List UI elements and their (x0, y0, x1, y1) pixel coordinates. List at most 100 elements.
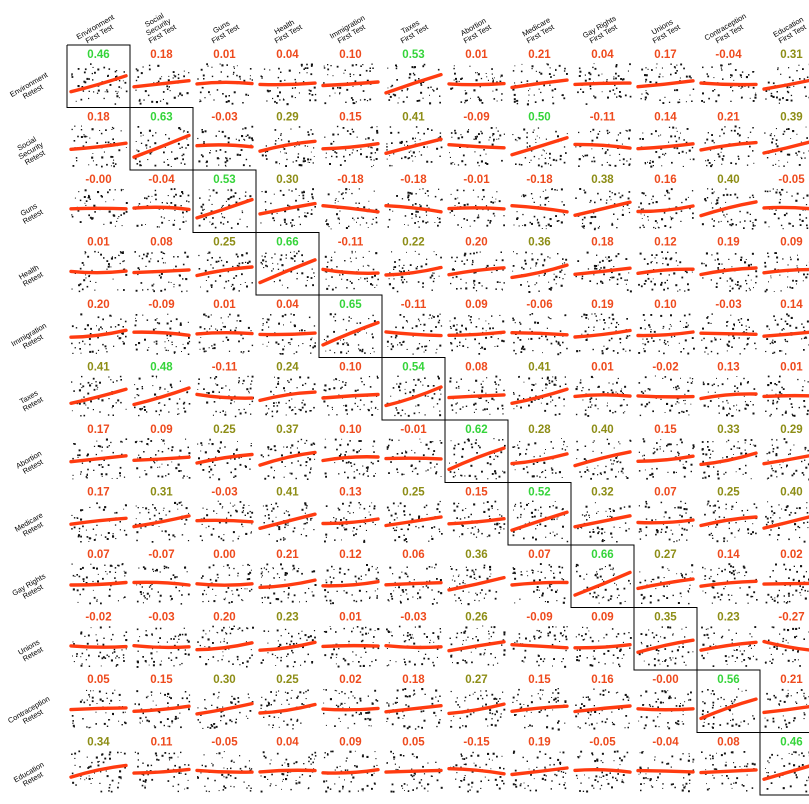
scatter-point (342, 460, 344, 462)
scatter-point (351, 252, 353, 254)
scatter-point (711, 66, 713, 68)
scatter-point (108, 398, 110, 400)
scatter-point (363, 206, 366, 209)
scatter-point (346, 344, 349, 346)
scatter-point (656, 442, 658, 444)
matrix-cell: 0.12 (636, 237, 695, 292)
scatter-point (89, 333, 92, 335)
scatter-point (607, 402, 608, 404)
scatter-point (644, 328, 646, 330)
scatter-point (119, 262, 121, 265)
scatter-point (275, 161, 278, 164)
scatter-point (476, 135, 478, 138)
scatter-point (183, 130, 185, 132)
row-label: TaxesRetest (17, 387, 45, 413)
scatter-point (535, 395, 537, 397)
scatter-point (554, 405, 557, 407)
matrix-cell: 0.50 (510, 112, 569, 168)
correlation-label: -0.04 (715, 49, 742, 61)
scatter-point (313, 147, 315, 149)
scatter-point (325, 157, 327, 159)
scatter-point (490, 336, 493, 338)
scatter-point (548, 201, 550, 202)
scatter-point (343, 339, 345, 341)
scatter-point (622, 472, 624, 474)
scatter-point (224, 151, 227, 153)
scatter-point (686, 128, 689, 130)
column-label: TaxesFirst Test (395, 15, 431, 45)
scatter-point (310, 151, 312, 153)
scatter-point (784, 320, 787, 323)
scatter-point (468, 129, 470, 131)
scatter-point (181, 191, 184, 193)
scatter-point (773, 213, 776, 215)
scatter-point (276, 212, 278, 214)
scatter-point (480, 160, 483, 163)
scatter-point (334, 462, 336, 464)
correlation-label: 0.39 (780, 112, 802, 124)
scatter-point (492, 90, 494, 92)
scatter-point (778, 191, 781, 194)
scatter-point (538, 88, 540, 90)
scatter-point (622, 158, 625, 161)
scatter-point (532, 384, 535, 386)
scatter-point (291, 398, 293, 400)
scatter-point (519, 323, 522, 325)
scatter-point (670, 325, 672, 327)
scatter-point (513, 393, 515, 395)
scatter-point (105, 201, 107, 203)
scatter-point (779, 375, 781, 378)
scatter-point (666, 402, 669, 405)
scatter-point (413, 391, 415, 393)
scatter-point (643, 226, 645, 228)
scatter-point (621, 213, 624, 216)
scatter-points (134, 313, 191, 355)
scatter-point (250, 383, 252, 385)
scatter-point (215, 456, 217, 458)
scatter-point (715, 286, 718, 288)
scatter-point (613, 447, 615, 449)
scatter-point (435, 352, 437, 354)
scatter-point (409, 391, 412, 394)
scatter-point (293, 353, 295, 355)
scatter-point (202, 209, 204, 211)
scatter-point (460, 474, 462, 476)
scatter-point (134, 324, 137, 327)
scatter-point (535, 263, 537, 265)
scatter-point (211, 222, 214, 225)
scatter-point (187, 144, 190, 146)
scatter-point (341, 438, 343, 440)
scatter-point (226, 261, 228, 263)
scatter-point (705, 453, 708, 456)
scatter-point (502, 439, 504, 441)
scatter-point (206, 401, 209, 404)
scatter-point (796, 265, 798, 267)
scatter-point (457, 137, 460, 140)
scatter-point (438, 377, 440, 380)
scatter-point (449, 377, 452, 380)
scatter-point (642, 208, 644, 210)
scatter-point (374, 407, 377, 409)
scatter-point (245, 261, 247, 263)
scatter-point (654, 375, 656, 377)
scatter-point (360, 277, 362, 279)
scatter-point (473, 282, 475, 284)
scatter-point (470, 464, 473, 467)
scatter-point (717, 470, 719, 473)
scatter-point (346, 287, 348, 289)
scatter-point (154, 319, 157, 321)
scatter-point (357, 405, 359, 407)
scatter-point (486, 76, 488, 78)
scatter-point (91, 383, 93, 384)
correlation-label: -0.11 (212, 362, 238, 374)
scatter-point (396, 468, 398, 471)
scatter-point (729, 194, 732, 196)
scatter-point (561, 201, 563, 203)
scatter-point (784, 411, 787, 414)
scatter-point (414, 384, 417, 386)
scatter-point (534, 284, 536, 286)
scatter-point (803, 330, 806, 332)
scatter-point (311, 196, 314, 198)
scatter-point (464, 475, 466, 477)
scatter-point (691, 146, 694, 149)
